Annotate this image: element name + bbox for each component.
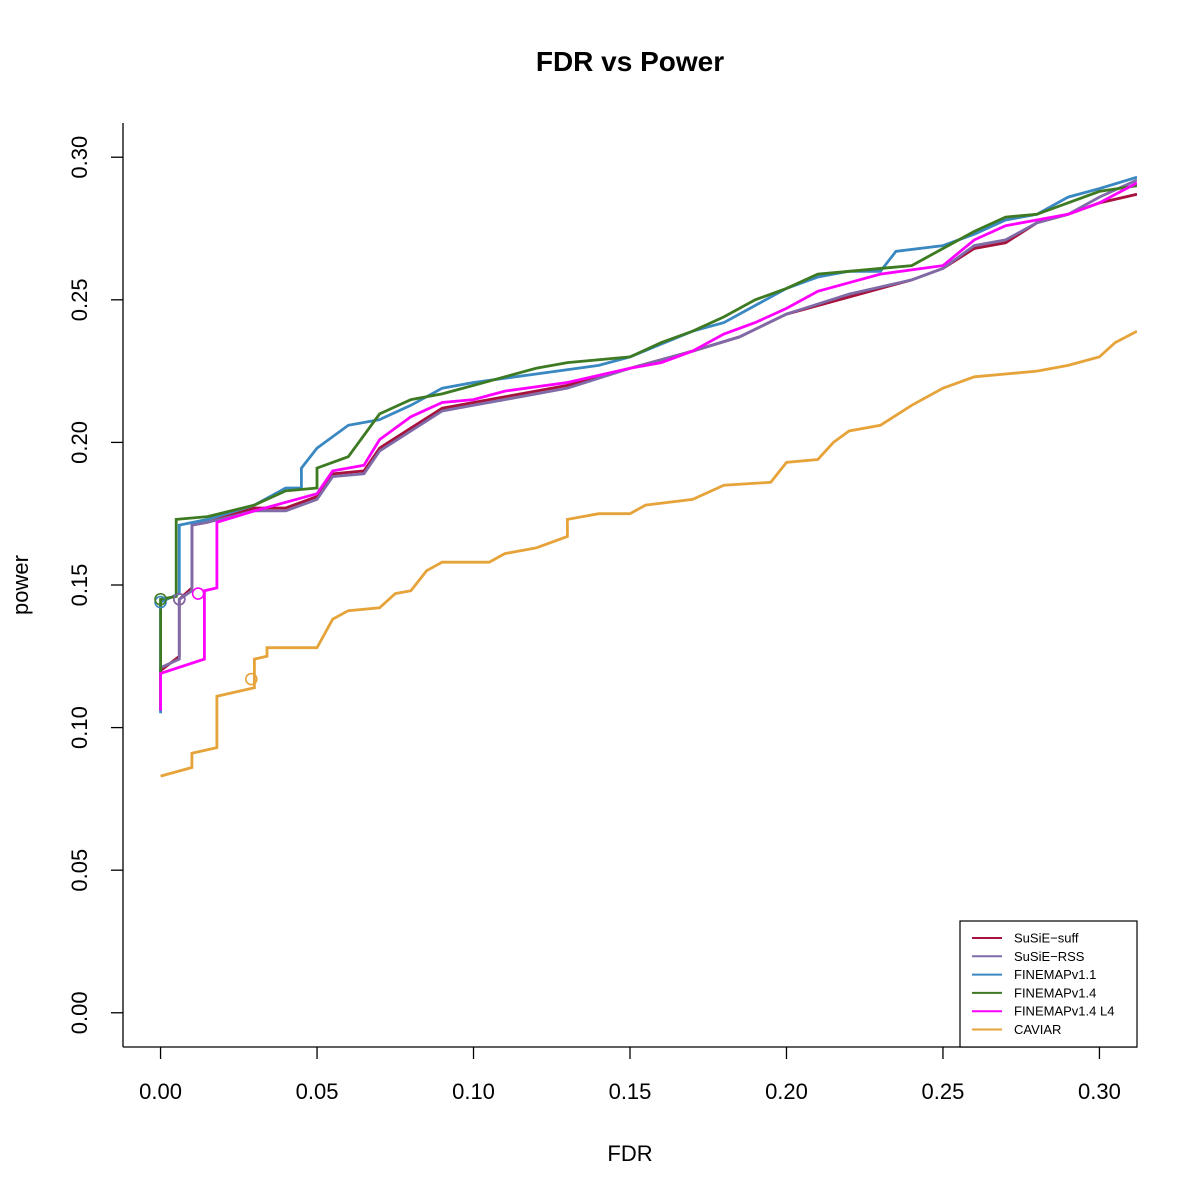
y-axis-ticks: 0.00 0.05 0.10 0.15 0.20 0.25 0.30 xyxy=(67,136,123,1034)
x-tick-label: 0.10 xyxy=(452,1079,495,1104)
legend-label: CAVIAR xyxy=(1014,1022,1061,1037)
y-tick-label: 0.30 xyxy=(67,136,92,179)
series-line xyxy=(160,329,1137,778)
series-marker xyxy=(245,672,258,686)
x-tick-label: 0.20 xyxy=(765,1079,808,1104)
y-tick-label: 0.15 xyxy=(67,564,92,607)
series-marker xyxy=(191,587,205,600)
series-line xyxy=(159,181,1137,711)
series-marker xyxy=(173,592,186,606)
x-tick-label: 0.30 xyxy=(1078,1079,1121,1104)
x-tick-label: 0.15 xyxy=(609,1079,652,1104)
legend-label: FINEMAPv1.4 L4 xyxy=(1014,1004,1114,1019)
legend-label: FINEMAPv1.1 xyxy=(1014,967,1096,982)
x-axis-ticks: 0.00 0.05 0.10 0.15 0.20 0.25 0.30 xyxy=(139,1047,1121,1104)
series-line xyxy=(159,175,1137,714)
legend-label: FINEMAPv1.4 xyxy=(1014,985,1096,1000)
x-axis-label: FDR xyxy=(607,1141,652,1166)
series-line xyxy=(159,192,1137,711)
y-tick-label: 0.00 xyxy=(67,991,92,1034)
y-axis-label: power xyxy=(8,555,33,615)
series-line xyxy=(159,184,1137,711)
y-tick-label: 0.10 xyxy=(67,706,92,749)
legend-label: SuSiE−RSS xyxy=(1014,949,1085,964)
x-tick-label: 0.25 xyxy=(922,1079,965,1104)
y-tick-label: 0.20 xyxy=(67,421,92,464)
x-tick-label: 0.05 xyxy=(296,1079,339,1104)
x-tick-label: 0.00 xyxy=(139,1079,182,1104)
series-marker xyxy=(154,592,167,606)
series-lines xyxy=(159,175,1137,778)
legend-label: SuSiE−suff xyxy=(1014,931,1079,946)
series-line xyxy=(159,178,1137,711)
y-tick-label: 0.25 xyxy=(67,278,92,321)
legend: SuSiE−suff SuSiE−RSS FINEMAPv1.1 FINEMAPv1.… xyxy=(959,920,1138,1048)
y-tick-label: 0.05 xyxy=(67,849,92,892)
chart-title: FDR vs Power xyxy=(536,46,724,77)
series-markers xyxy=(154,587,258,686)
legend-box xyxy=(959,920,1138,1048)
